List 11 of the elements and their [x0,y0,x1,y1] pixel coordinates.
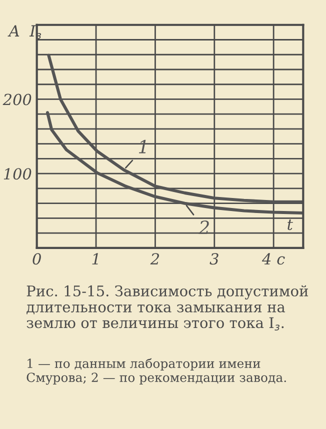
text: Рис. 15-15. Зависимость допустимой длительности тока замыкания на землю от величины этого тока I$_{з}$. [26,285,308,331]
legend-label: 2 [198,220,209,234]
text: 1 — по данным лаборатории имени Смурова; 2 — по рекомендации завода. [26,358,286,385]
y-tick-label: 200 [2,94,32,106]
x-tick-label: 2 [150,253,159,264]
x-axis-title: t [288,219,293,230]
y-tick-label: 100 [4,168,32,180]
x-tick-label: 4 c [262,253,285,265]
x-tick-label: 3 [210,253,218,265]
x-tick-label: 1 [92,253,98,264]
x-tick-label: 0 [32,253,41,265]
